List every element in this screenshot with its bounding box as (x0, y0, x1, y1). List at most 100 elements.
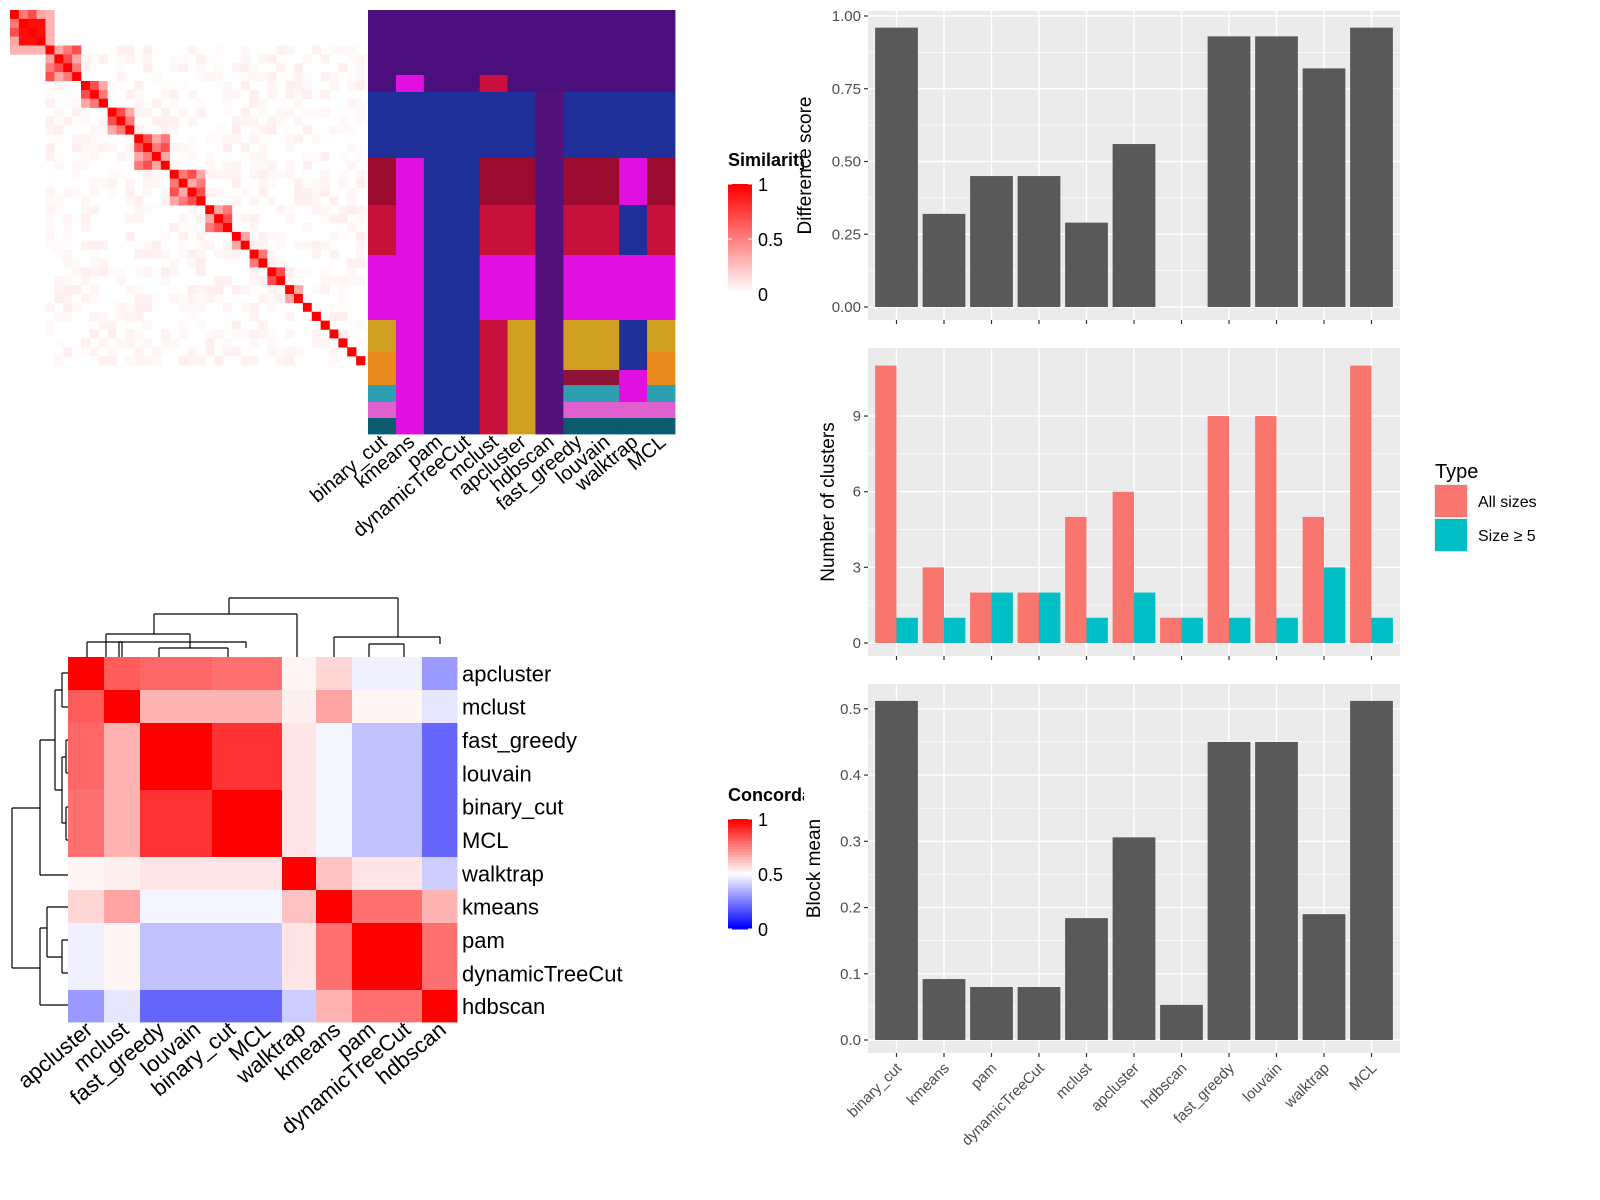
similarity-cell (320, 338, 330, 348)
concordance-cell (104, 657, 141, 691)
similarity-cell (329, 356, 339, 366)
assignment-cell (423, 10, 453, 76)
similarity-cell (81, 196, 91, 206)
similarity-cell (249, 72, 259, 82)
similarity-cell (258, 152, 268, 162)
similarity-cell (267, 276, 277, 286)
concordance-legend-gradient-step (728, 879, 752, 883)
concordance-cell (246, 890, 283, 924)
similarity-cell (89, 205, 100, 215)
similarity-cell (338, 116, 348, 126)
similarity-cell (356, 276, 366, 286)
similarity-legend-gradient-step (728, 219, 752, 223)
number-of-clusters-bar-size-ge-5 (1134, 592, 1156, 643)
concordance-cell (386, 990, 423, 1023)
concordance-cell (246, 723, 283, 758)
similarity-cell (72, 160, 82, 171)
similarity-cell (152, 294, 162, 304)
similarity-cell (98, 240, 108, 250)
similarity-cell (223, 98, 233, 108)
similarity-cell (36, 36, 46, 46)
concordance-legend-gradient-step (728, 846, 752, 850)
block-mean-x-tick-label-louvain: louvain (1240, 1060, 1286, 1106)
assignment-cell (395, 205, 425, 256)
similarity-cell (258, 169, 268, 179)
similarity-cell (302, 63, 313, 73)
similarity-cell (347, 45, 357, 55)
similarity-cell (134, 214, 144, 224)
block-mean-y-tick-label: 0.3 (840, 833, 861, 850)
similarity-cell (285, 134, 295, 144)
concordance-legend-inner: Concordance 1 0.5 0 (728, 785, 804, 940)
similarity-cell (294, 63, 304, 73)
similarity-cell (267, 231, 277, 242)
similarity-cell (347, 98, 357, 108)
similarity-legend-gradient-step (728, 285, 752, 289)
similarity-cell (134, 249, 144, 259)
similarity-cell (187, 311, 197, 321)
similarity-legend-gradient-step (728, 255, 752, 259)
concordance-row-label-hdbscan: hdbscan (462, 994, 545, 1019)
similarity-cell (240, 116, 250, 126)
similarity-cell (285, 72, 295, 82)
similarity-cell (63, 187, 73, 197)
similarity-cell (223, 223, 233, 233)
similarity-cell (338, 231, 348, 242)
assignment-cell (479, 352, 508, 371)
similarity-cell (63, 276, 73, 286)
similarity-cell (160, 143, 171, 153)
similarity-cell (143, 63, 153, 73)
assignment-cell (451, 320, 481, 353)
similarity-cell (152, 205, 162, 215)
assignment-cell (563, 75, 592, 93)
similarity-cell (276, 116, 286, 126)
concordance-legend-gradient-step (728, 854, 752, 858)
similarity-cell (89, 258, 100, 268)
similarity-cell (347, 347, 357, 357)
similarity-cell (143, 169, 153, 179)
similarity-cell (249, 356, 259, 366)
similarity-cell (72, 143, 82, 153)
concordance-cell (282, 723, 317, 758)
concordance-cell (212, 923, 247, 958)
similarity-cell (134, 267, 144, 277)
similarity-cell (169, 160, 179, 171)
number-of-clusters-bar-all-sizes (1160, 617, 1182, 643)
similarity-cell (54, 169, 64, 179)
similarity-cell (329, 311, 339, 321)
similarity-cell (205, 72, 215, 82)
similarity-cell (178, 45, 188, 55)
similarity-cell (54, 276, 64, 286)
similarity-cell (125, 258, 135, 268)
similarity-cell (134, 134, 144, 144)
concordance-cell (212, 790, 247, 824)
similarity-cell (249, 169, 259, 179)
similarity-cell (18, 18, 29, 29)
similarity-cell (10, 10, 20, 20)
similarity-cell (27, 36, 37, 46)
concordance-cell (246, 690, 283, 724)
similarity-cell (320, 54, 330, 64)
assignment-cell (619, 255, 648, 321)
similarity-cell (72, 285, 82, 295)
similarity-cell (205, 169, 215, 179)
similarity-cell (98, 178, 108, 188)
number-of-clusters-bar-size-ge-5 (1324, 567, 1346, 643)
similarity-cell (89, 89, 100, 100)
similarity-cell (45, 320, 55, 330)
similarity-cell (72, 187, 82, 197)
similarity-cell (311, 187, 321, 197)
similarity-cell (98, 311, 108, 321)
concordance-cell (68, 790, 105, 824)
concordance-row-label-kmeans: kmeans (462, 895, 539, 920)
similarity-cell (89, 54, 100, 64)
similarity-cell (258, 231, 268, 242)
concordance-cell (176, 990, 213, 1023)
similarity-cell (214, 285, 224, 295)
concordance-row-label-walktrap: walktrap (461, 862, 544, 887)
similarity-cell (89, 311, 100, 321)
similarity-cell (338, 63, 348, 73)
similarity-cell (240, 302, 250, 313)
similarity-cell (107, 125, 117, 135)
concordance-cell (422, 690, 458, 724)
